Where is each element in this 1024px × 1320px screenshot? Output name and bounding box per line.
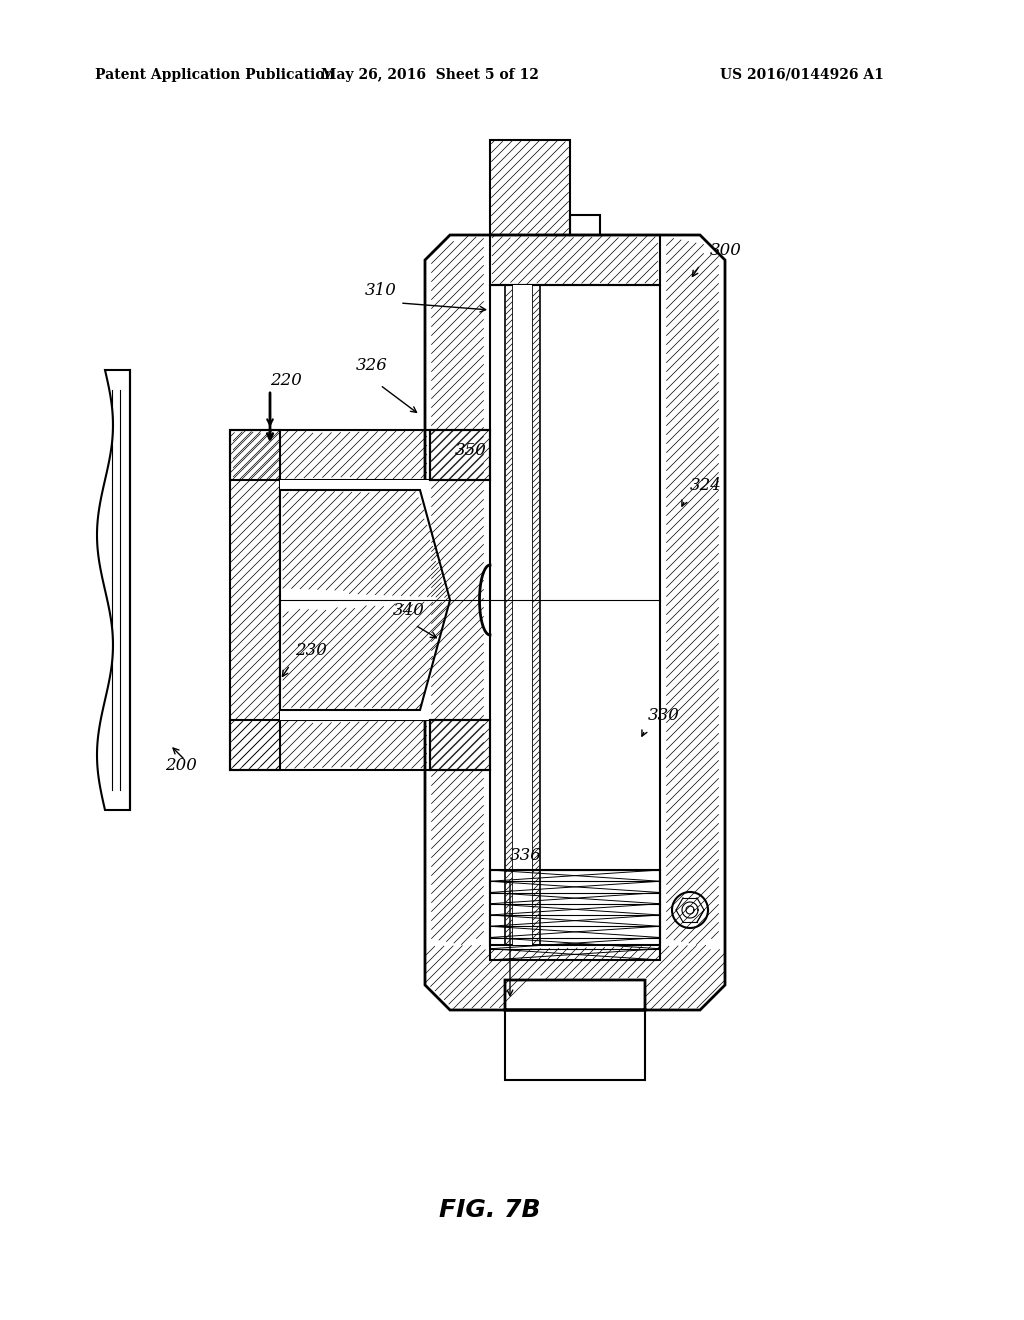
Polygon shape bbox=[280, 480, 430, 719]
Text: May 26, 2016  Sheet 5 of 12: May 26, 2016 Sheet 5 of 12 bbox=[322, 69, 539, 82]
Text: 326: 326 bbox=[356, 356, 388, 374]
Polygon shape bbox=[513, 285, 532, 945]
Polygon shape bbox=[490, 285, 660, 945]
Text: 324: 324 bbox=[690, 477, 722, 494]
Text: 330: 330 bbox=[648, 708, 680, 723]
Text: FIG. 7B: FIG. 7B bbox=[439, 1199, 541, 1222]
Text: 340: 340 bbox=[393, 602, 425, 619]
Polygon shape bbox=[97, 370, 130, 810]
Text: Patent Application Publication: Patent Application Publication bbox=[95, 69, 335, 82]
Text: 200: 200 bbox=[165, 756, 197, 774]
Text: 350: 350 bbox=[455, 442, 486, 459]
Text: 310: 310 bbox=[365, 282, 397, 300]
Text: US 2016/0144926 A1: US 2016/0144926 A1 bbox=[720, 69, 884, 82]
Text: 300: 300 bbox=[710, 242, 741, 259]
Polygon shape bbox=[280, 490, 450, 710]
Text: 230: 230 bbox=[295, 642, 327, 659]
Text: 220: 220 bbox=[270, 372, 302, 389]
Text: 336: 336 bbox=[510, 847, 542, 865]
